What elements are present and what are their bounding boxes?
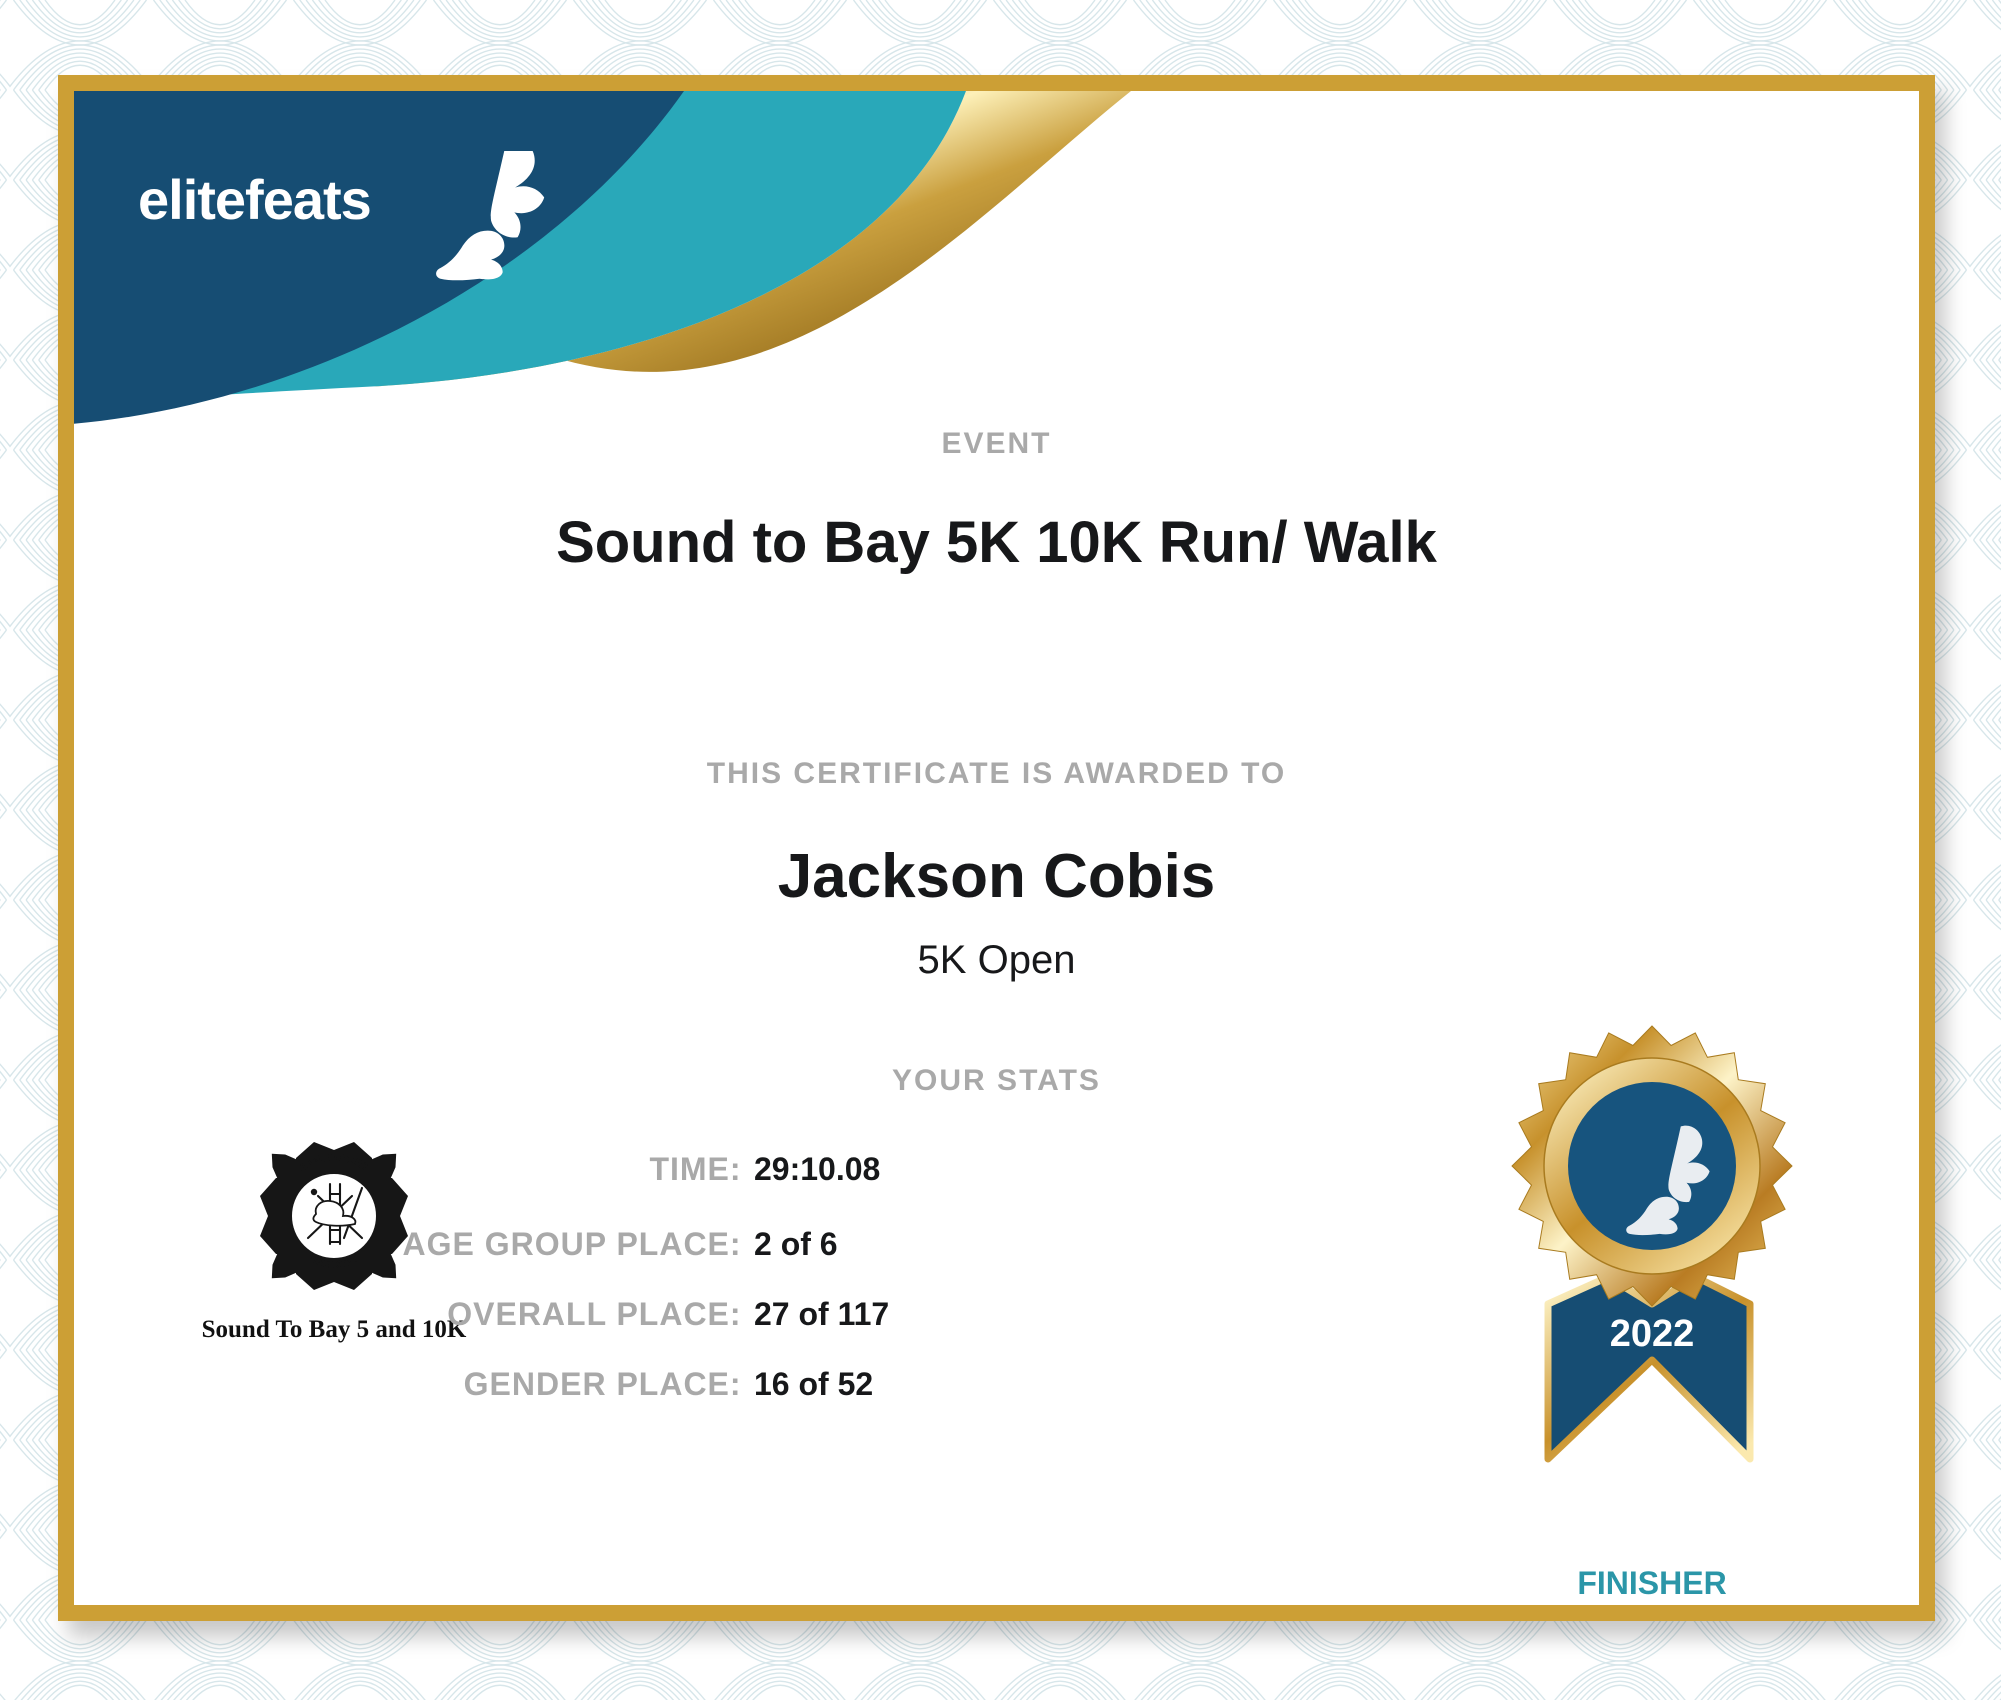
svg-text:2022: 2022 [1610,1313,1695,1355]
svg-text:elitefeats: elitefeats [138,168,371,231]
